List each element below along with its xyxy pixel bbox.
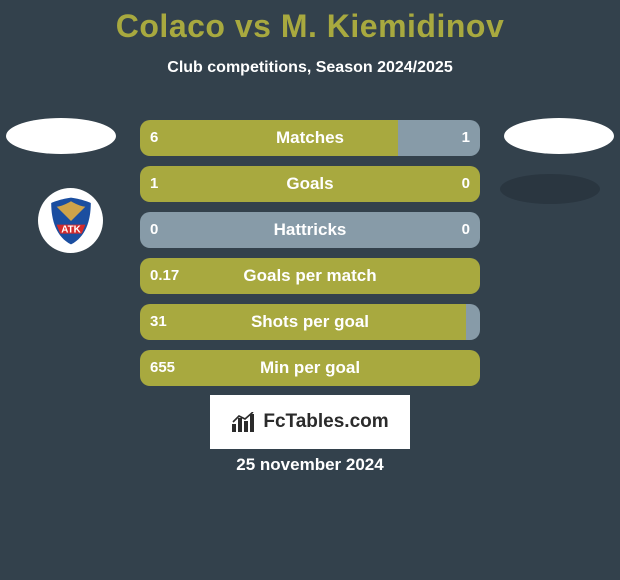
stat-label: Min per goal — [140, 350, 480, 386]
stat-value-right: 1 — [462, 120, 470, 156]
stat-value-left: 1 — [150, 166, 158, 202]
player2-country-flag — [504, 118, 614, 154]
stat-row: Hattricks0 0 — [140, 212, 480, 248]
stat-row: Goals per match0.17 — [140, 258, 480, 294]
svg-text:ATK: ATK — [61, 224, 81, 235]
stats-bars: Matches61Goals10Hattricks00Goals per mat… — [140, 120, 480, 396]
player2-club-badge — [500, 174, 600, 204]
stat-row: Min per goal655 — [140, 350, 480, 386]
stat-label: Goals — [140, 166, 480, 202]
vs-text: vs — [235, 8, 272, 44]
brand-text: FcTables.com — [263, 411, 388, 433]
stat-row: Matches6 1 — [140, 120, 480, 156]
player1-club-badge: ATK — [38, 188, 103, 253]
page-title: Colaco vs M. Kiemidinov — [0, 0, 620, 45]
brand-chart-icon — [231, 412, 257, 432]
brand-badge[interactable]: FcTables.com — [210, 395, 410, 449]
stat-value-left: 31 — [150, 304, 167, 340]
stat-value-left: 6 — [150, 120, 158, 156]
date-text: 25 november 2024 — [0, 455, 620, 475]
stat-value-right: 0 — [462, 166, 470, 202]
stat-label: Hattricks — [140, 212, 480, 248]
stat-row: Goals1 0 — [140, 166, 480, 202]
subtitle: Club competitions, Season 2024/2025 — [0, 59, 620, 77]
atk-logo-icon: ATK — [44, 194, 98, 248]
stat-row: Shots per goal31 — [140, 304, 480, 340]
stat-label: Matches — [140, 120, 480, 156]
player1-country-flag — [6, 118, 116, 154]
player2-name: M. Kiemidinov — [281, 8, 504, 44]
stat-value-left: 0.17 — [150, 258, 179, 294]
stat-label: Shots per goal — [140, 304, 480, 340]
player1-name: Colaco — [116, 8, 226, 44]
comparison-card: Colaco vs M. Kiemidinov Club competition… — [0, 0, 620, 580]
stat-value-left: 655 — [150, 350, 175, 386]
stat-value-right: 0 — [462, 212, 470, 248]
stat-label: Goals per match — [140, 258, 480, 294]
stat-value-left: 0 — [150, 212, 158, 248]
